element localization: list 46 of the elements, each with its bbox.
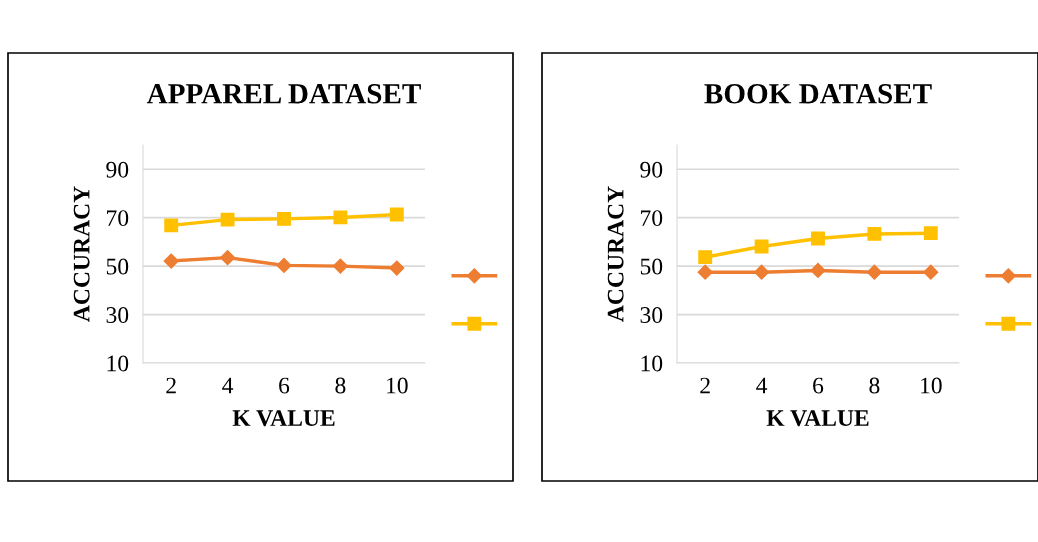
y-tick-label: 30: [640, 307, 663, 323]
x-tick-label: 6: [279, 377, 290, 394]
point: [810, 262, 826, 279]
point: [754, 239, 769, 254]
x-tick-label: 10: [387, 377, 408, 394]
x-axis-title: K VALUE: [232, 410, 335, 427]
point: [923, 226, 938, 241]
point: [277, 211, 291, 226]
point: [332, 258, 348, 274]
chart-title: BOOK DATASET: [704, 84, 932, 104]
y-tick-label: 90: [640, 161, 663, 178]
x-axis-title: K VALUE: [766, 410, 869, 427]
point: [698, 250, 713, 265]
x-tick-label: 10: [921, 377, 942, 394]
point: [220, 212, 235, 227]
point: [276, 257, 292, 273]
y-tick-label: 10: [641, 355, 663, 372]
point: [866, 264, 882, 280]
chart-title: APPAREL DATASET: [146, 84, 421, 104]
x-tick-label: 2: [166, 377, 176, 394]
point: [811, 231, 825, 246]
x-tick-label: 2: [700, 377, 710, 394]
point: [754, 264, 770, 280]
point: [697, 264, 713, 280]
y-tick-label: 90: [106, 161, 129, 178]
point: [389, 260, 405, 276]
x-tick-label: 4: [222, 377, 234, 394]
y-tick-label: 50: [640, 258, 663, 275]
point: [164, 218, 179, 233]
point: [867, 226, 882, 241]
y-axis-title: ACCURACY: [607, 186, 624, 322]
point: [389, 207, 404, 222]
point: [923, 264, 939, 280]
y-axis-title: ACCURACY: [73, 186, 90, 322]
point: [163, 253, 179, 269]
y-tick-label: 70: [641, 210, 663, 227]
y-tick-label: 70: [107, 210, 129, 227]
x-tick-label: 8: [335, 377, 346, 394]
x-tick-label: 6: [813, 377, 824, 394]
point: [220, 250, 236, 266]
point: [333, 210, 348, 225]
y-tick-label: 10: [107, 355, 129, 372]
y-tick-label: 50: [106, 258, 129, 275]
x-tick-label: 8: [869, 377, 880, 394]
x-tick-label: 4: [756, 377, 768, 394]
y-tick-label: 30: [106, 307, 129, 323]
